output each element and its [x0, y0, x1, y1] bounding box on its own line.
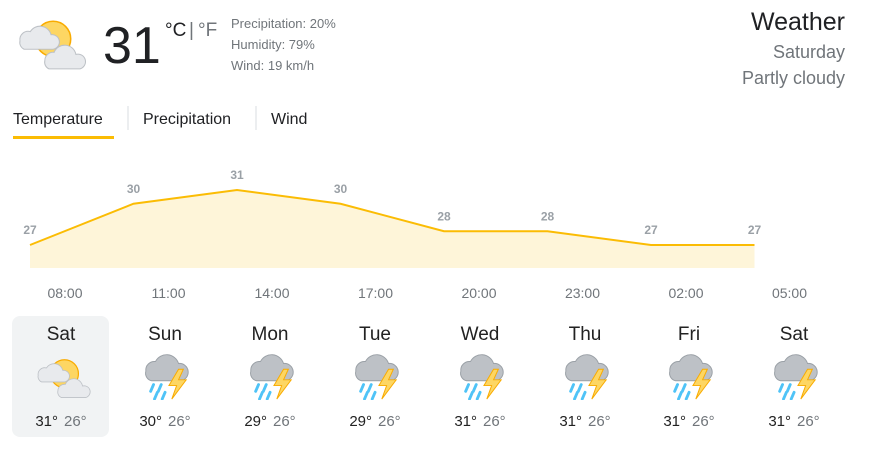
unit-celsius[interactable]: °C [165, 20, 186, 41]
time-label: 20:00 [461, 285, 496, 301]
value-label: 30 [127, 182, 141, 196]
widget-title: Weather [751, 8, 845, 36]
low-temp: 26° [378, 413, 401, 430]
day-card[interactable]: Fri 31° 26° [663, 324, 714, 430]
day-name: Wed [461, 324, 500, 345]
high-temp: 31° [454, 413, 477, 430]
day-name: Sun [148, 324, 182, 345]
time-label: 14:00 [254, 285, 289, 301]
weather-icon [773, 353, 819, 400]
low-temp: 26° [588, 413, 611, 430]
value-label: 27 [748, 223, 762, 237]
low-temp: 26° [692, 413, 715, 430]
low-temp: 26° [797, 413, 820, 430]
day-name: Sat [47, 324, 76, 345]
value-label: 27 [644, 223, 658, 237]
tab[interactable]: Wind [271, 111, 307, 128]
value-label: 31 [230, 168, 244, 182]
tab[interactable]: Precipitation [143, 111, 231, 128]
day-card[interactable]: Sun 30° 26° [139, 324, 190, 430]
day-name: Tue [359, 324, 391, 345]
unit-separator: | [189, 20, 194, 41]
high-temp: 31° [559, 413, 582, 430]
current-temperature: 31 [103, 17, 161, 75]
value-label: 27 [23, 223, 37, 237]
low-temp: 26° [168, 413, 191, 430]
weather-icon [144, 353, 190, 400]
humidity: Humidity: 79% [231, 37, 315, 52]
day-card[interactable]: Sat 31° 26° [768, 324, 819, 430]
day-card[interactable]: Tue 29° 26° [349, 324, 400, 430]
high-temp: 29° [349, 413, 372, 430]
wind: Wind: 19 km/h [231, 58, 314, 73]
day-card[interactable]: Sat 31° 26° [35, 324, 91, 430]
day-name: Mon [252, 324, 289, 345]
high-temp: 31° [663, 413, 686, 430]
unit-fahrenheit[interactable]: °F [198, 20, 217, 41]
high-temp: 30° [139, 413, 162, 430]
weather-icon [249, 353, 295, 400]
low-temp: 26° [273, 413, 296, 430]
weather-icon [668, 353, 714, 400]
low-temp: 26° [483, 413, 506, 430]
day-card[interactable]: Thu 31° 26° [559, 324, 610, 430]
precipitation: Precipitation: 20% [231, 16, 336, 31]
day-card[interactable]: Wed 31° 26° [454, 324, 505, 430]
high-temp: 31° [35, 413, 58, 430]
time-label: 02:00 [668, 285, 703, 301]
current-icon [18, 20, 87, 70]
time-label: 08:00 [47, 285, 82, 301]
condition: Partly cloudy [742, 68, 845, 88]
low-temp: 26° [64, 413, 87, 430]
time-label: 17:00 [358, 285, 393, 301]
value-label: 28 [541, 209, 555, 223]
weather-icon [354, 353, 400, 400]
value-label: 28 [437, 209, 451, 223]
tab[interactable]: Temperature [13, 111, 103, 128]
day-name: Fri [678, 324, 700, 345]
high-temp: 29° [244, 413, 267, 430]
day-name: Thu [569, 324, 602, 345]
value-label: 30 [334, 182, 348, 196]
temperature-line [29, 188, 755, 246]
temperature-area [30, 190, 755, 268]
time-label: 05:00 [772, 285, 807, 301]
day-name: Sat [780, 324, 809, 345]
weather-icon [564, 353, 610, 400]
weather-icon [459, 353, 505, 400]
time-label: 11:00 [152, 285, 186, 301]
tab-underline [13, 136, 114, 139]
high-temp: 31° [768, 413, 791, 430]
day-card[interactable]: Mon 29° 26° [244, 324, 295, 430]
time-label: 23:00 [565, 285, 600, 301]
day: Saturday [773, 42, 845, 62]
temperature-chart: 27 30 31 30 28 28 27 27 08:00 11:00 14:00 17:00 20:0… [23, 168, 807, 301]
